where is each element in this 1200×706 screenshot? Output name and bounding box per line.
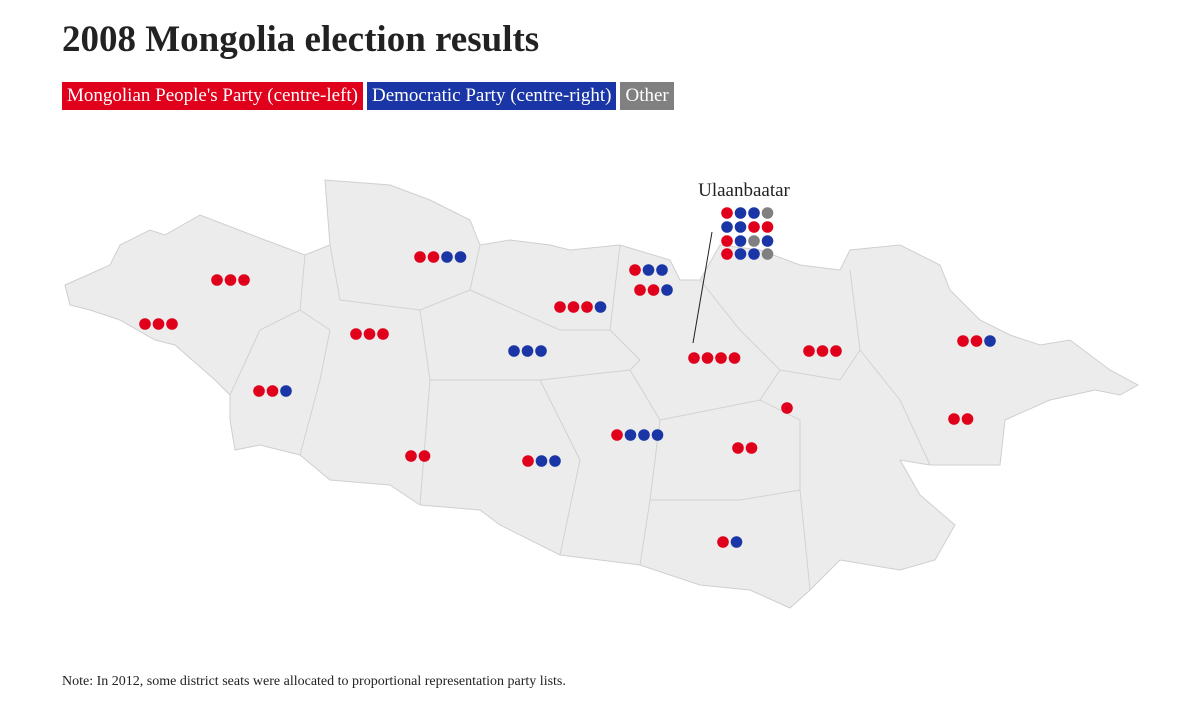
seat-dot <box>535 345 547 357</box>
seat-dot <box>761 248 774 260</box>
seat-dot <box>567 301 580 313</box>
leader-line <box>692 231 713 344</box>
seat-dot <box>152 318 165 330</box>
seat-dot <box>377 328 389 340</box>
seat-dot <box>166 318 178 330</box>
legend-item: Democratic Party (centre-right) <box>366 82 617 110</box>
seat-dot <box>961 413 974 425</box>
seat-dot <box>363 328 376 340</box>
seat-dot <box>581 301 593 313</box>
seat-dot <box>642 264 655 276</box>
seat-dot <box>948 413 960 425</box>
seat-dot <box>224 274 237 286</box>
seat-dot <box>728 352 741 364</box>
seat-dot <box>734 248 747 260</box>
seat-dot <box>647 284 660 296</box>
seat-dot <box>748 235 760 247</box>
seat-dot <box>624 429 637 441</box>
seat-dot <box>734 235 747 247</box>
seat-dot <box>651 429 664 441</box>
seat-dot <box>554 301 566 313</box>
seat-dots <box>139 207 996 548</box>
seat-dot <box>984 335 996 347</box>
seat-dot <box>656 264 668 276</box>
seat-dot <box>611 429 623 441</box>
seat-dot <box>253 385 265 397</box>
seat-dot <box>748 248 760 260</box>
seat-dot <box>830 345 842 357</box>
seat-dot <box>688 352 700 364</box>
seat-dot <box>238 274 250 286</box>
seat-dot <box>414 251 426 263</box>
seat-dot <box>701 352 714 364</box>
seat-dot <box>139 318 151 330</box>
legend-item: Mongolian People's Party (centre-left) <box>62 82 363 110</box>
seat-dot <box>522 455 534 467</box>
district-borders <box>229 244 931 591</box>
seat-dot <box>721 207 733 219</box>
country-shape <box>64 179 1140 609</box>
seat-dot <box>634 284 646 296</box>
seat-dot <box>732 442 744 454</box>
seat-dot <box>970 335 983 347</box>
seat-dot <box>721 235 733 247</box>
seat-dot <box>211 274 223 286</box>
seat-dot <box>721 221 733 233</box>
seat-dot <box>454 251 467 263</box>
seat-dot <box>535 455 548 467</box>
seat-dot <box>508 345 520 357</box>
legend: Mongolian People's Party (centre-left) De… <box>62 82 674 110</box>
seat-dot <box>441 251 453 263</box>
seat-dot <box>594 301 607 313</box>
seat-dot <box>629 264 641 276</box>
seat-dot <box>761 235 774 247</box>
seat-dot <box>661 284 673 296</box>
title: 2008 Mongolia election results <box>62 19 540 60</box>
seat-dot <box>816 345 829 357</box>
seat-dot <box>521 345 534 357</box>
seat-dot <box>745 442 758 454</box>
seat-dot <box>549 455 561 467</box>
seat-dot <box>781 402 793 414</box>
seat-dot <box>350 328 362 340</box>
seat-dot <box>748 207 760 219</box>
seat-dot <box>717 536 729 548</box>
seat-dot <box>715 352 727 364</box>
seat-dot <box>748 221 760 233</box>
seat-dot <box>761 221 774 233</box>
seat-dot <box>957 335 969 347</box>
seat-dot <box>761 207 774 219</box>
seat-dot <box>418 450 431 462</box>
seat-dot <box>638 429 650 441</box>
seat-dot <box>730 536 743 548</box>
seat-dot <box>405 450 417 462</box>
seat-dot <box>280 385 292 397</box>
legend-item: Other <box>620 82 674 110</box>
seat-dot <box>266 385 279 397</box>
seat-dot <box>803 345 815 357</box>
seat-dot <box>721 248 733 260</box>
seat-dot <box>427 251 440 263</box>
city-label: Ulaanbaatar <box>698 180 790 201</box>
seat-dot <box>734 207 747 219</box>
seat-dot <box>734 221 747 233</box>
note: Note: In 2012, some district seats were … <box>62 674 566 689</box>
